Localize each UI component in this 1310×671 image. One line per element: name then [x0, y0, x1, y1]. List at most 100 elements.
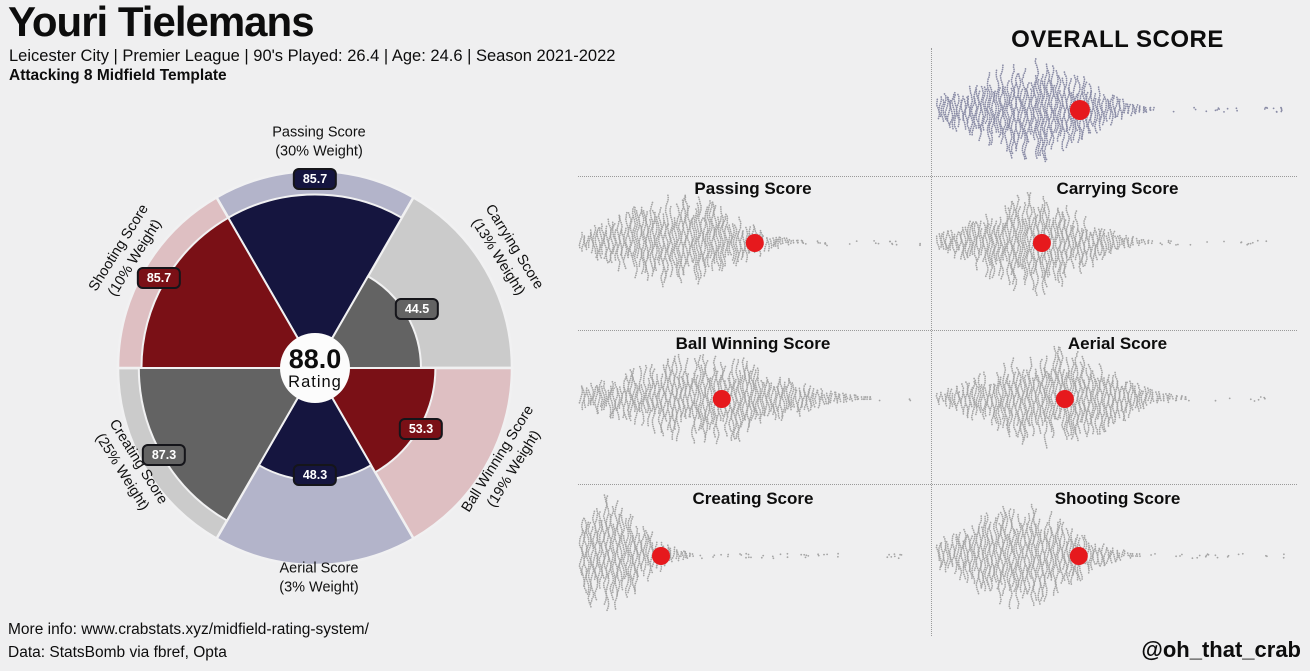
swarm-dot: [1253, 400, 1256, 402]
swarm-strand: [1012, 208, 1018, 293]
swarm-strand: [668, 369, 674, 434]
swarm-strand: [1113, 371, 1119, 420]
swarm-strand: [1016, 206, 1022, 268]
swarm-dot: [900, 554, 903, 556]
swarm-strand: [646, 218, 652, 259]
swarm-strand: [596, 386, 601, 415]
swarm-dot: [739, 553, 741, 555]
swarm-dot: [804, 243, 807, 245]
swarm-dot: [1223, 111, 1225, 113]
swarm-strand: [970, 525, 976, 585]
swarm-strand: [1078, 361, 1084, 424]
swarm-strand: [988, 218, 994, 280]
swarm-strand: [1016, 73, 1022, 139]
swarm-strand: [1137, 240, 1141, 248]
swarm-strand: [935, 235, 941, 252]
swarm-strand: [1021, 68, 1027, 162]
swarm-dot: [1194, 108, 1197, 111]
swarm-strand: [1025, 512, 1031, 595]
swarm-strand: [1109, 551, 1113, 566]
swarm-strand: [734, 230, 740, 267]
swarm-strand: [838, 394, 843, 404]
swarm-strand: [1131, 382, 1137, 407]
swarm-strand: [644, 384, 650, 414]
swarm-strand: [587, 389, 592, 406]
swarm-strand: [1085, 367, 1090, 438]
player-meta-line: Leicester City | Premier League | 90's P…: [9, 47, 616, 65]
swarm-dot: [1159, 242, 1162, 245]
swarm-strand: [964, 534, 969, 585]
swarm-strand: [1003, 375, 1009, 428]
swarm-strand: [969, 386, 974, 409]
swarm-strand: [591, 510, 597, 581]
segment-weight: (3% Weight): [279, 579, 359, 595]
swarm-strand: [853, 394, 857, 402]
swarm-strand: [973, 377, 978, 416]
swarm-strand: [1039, 73, 1044, 158]
swarm-strand: [613, 229, 619, 263]
swarm-strand: [1184, 396, 1187, 402]
swarm-strand: [992, 384, 998, 425]
template-line: Attacking 8 Midfield Template: [9, 67, 227, 84]
swarm-dot: [899, 553, 901, 556]
swarm-dot: [848, 243, 851, 245]
swarm-strand: [697, 354, 703, 433]
swarm-strand: [609, 380, 614, 419]
swarm-dot: [1226, 107, 1229, 110]
swarm-strand: [1034, 372, 1040, 427]
swarm-strand: [990, 91, 996, 136]
swarm-dot: [1249, 242, 1252, 245]
swarm-strand: [607, 385, 612, 418]
swarm-strand: [1100, 96, 1106, 127]
swarm-strand: [995, 225, 1000, 263]
swarm-dot: [1191, 557, 1194, 560]
swarm-dot: [1237, 553, 1240, 556]
swarm-dot: [1256, 239, 1259, 242]
swarm-strand: [1030, 503, 1036, 608]
pie-value-badge-aerial-score: 48.3: [292, 464, 338, 486]
swarm-strand: [836, 393, 840, 405]
swarm-strand: [1120, 98, 1125, 119]
swarm-strand: [664, 194, 670, 281]
swarm-dot: [1240, 241, 1242, 244]
swarm-strand: [975, 527, 981, 595]
swarm-strand: [1063, 219, 1068, 279]
swarm-strand: [1054, 521, 1060, 594]
pie-value-badge-shooting-score: 85.7: [136, 267, 182, 289]
swarm-dot: [1161, 243, 1163, 246]
swarm-strand: [970, 380, 976, 421]
swarm-strand: [697, 196, 703, 281]
swarm-dot: [908, 398, 911, 401]
swarm-strand: [708, 201, 714, 260]
swarm-strand: [626, 375, 632, 424]
swarm-strand: [1109, 94, 1114, 127]
swarm-strand: [1126, 552, 1130, 558]
player-marker-dot-creating-score: [652, 547, 670, 565]
swarm-strand: [626, 513, 632, 594]
swarm-strand: [803, 383, 808, 411]
swarm-strand: [790, 382, 795, 408]
swarm-strand: [1116, 380, 1121, 421]
swarm-strand: [750, 364, 756, 423]
swarm-strand: [999, 381, 1005, 422]
swarm-strand: [1089, 91, 1094, 127]
swarm-strand: [600, 385, 606, 412]
swarm-strand: [1127, 103, 1132, 116]
swarm-strand: [955, 533, 960, 572]
swarm-strand: [1088, 231, 1092, 258]
swarm-strand: [618, 507, 624, 584]
swarm-strand: [1067, 78, 1073, 132]
segment-name: Passing Score: [272, 124, 366, 141]
swarm-strand: [1023, 88, 1029, 160]
swarm-strand: [1093, 97, 1099, 134]
swarm-strand: [1006, 534, 1011, 592]
swarm-dot: [890, 556, 893, 558]
swarm-strand: [1151, 106, 1155, 113]
swarm-strand: [1047, 373, 1053, 434]
swarm-strand: [741, 357, 747, 422]
swarm-strand: [580, 517, 586, 588]
swarm-dot: [1188, 399, 1190, 402]
swarm-strand: [616, 388, 621, 421]
swarm-strand: [832, 391, 837, 404]
